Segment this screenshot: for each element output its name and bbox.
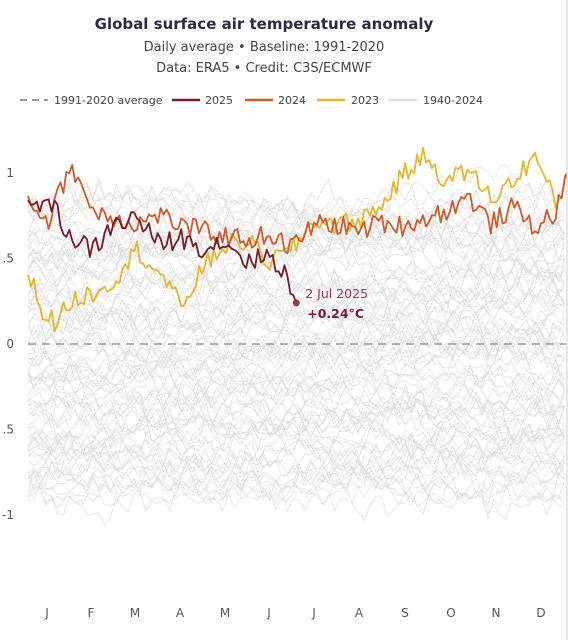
x-tick-label: F — [88, 606, 95, 620]
background-year-line — [27, 374, 565, 427]
x-tick-label: J — [44, 606, 49, 620]
background-year-line — [27, 449, 565, 502]
background-year-line — [27, 179, 565, 230]
legend-label-2024: 2024 — [278, 94, 306, 107]
background-year-line — [27, 291, 565, 335]
background-year-line — [27, 199, 565, 238]
legend-label-2025: 2025 — [205, 94, 233, 107]
background-year-line — [27, 301, 565, 345]
background-year-line — [27, 266, 565, 324]
background-year-line — [27, 465, 565, 513]
x-tick-label: A — [355, 606, 364, 620]
background-year-line — [27, 352, 565, 395]
background-year-line — [27, 426, 565, 471]
background-year-line — [27, 315, 565, 368]
x-tick-label: J — [266, 606, 271, 620]
background-year-line — [27, 398, 565, 442]
x-tick-label: A — [176, 606, 185, 620]
chart-credit: Data: ERA5 • Credit: C3S/ECMWF — [156, 61, 372, 76]
series-line-2025 — [27, 198, 298, 304]
y-axis: 1 .5 0 .5 -1 — [2, 166, 14, 522]
annotation-marker — [292, 299, 300, 307]
background-year-line — [27, 355, 565, 412]
chart-title: Global surface air temperature anomaly — [95, 15, 434, 33]
x-tick-label: M — [220, 606, 230, 620]
background-years-lines — [27, 163, 565, 527]
y-tick-label: 1 — [6, 166, 14, 180]
series-line-2023 — [27, 146, 567, 333]
annotation-value: +0.24°C — [307, 306, 364, 321]
background-year-line — [27, 318, 565, 379]
background-year-line — [27, 163, 565, 221]
series-lines — [27, 146, 567, 333]
background-year-line — [27, 424, 565, 472]
x-tick-label: N — [492, 606, 501, 620]
background-year-line — [27, 416, 565, 461]
y-tick-label: 0 — [6, 337, 14, 351]
background-year-line — [27, 263, 565, 320]
background-year-line — [27, 444, 565, 497]
y-tick-label: -1 — [2, 508, 14, 522]
legend-label-baseline: 1991-2020 average — [54, 94, 163, 107]
x-tick-label: J — [311, 606, 316, 620]
x-tick-label: M — [130, 606, 140, 620]
background-year-line — [27, 351, 565, 400]
annotation-date: 2 Jul 2025 — [305, 286, 368, 301]
background-year-line — [27, 228, 565, 282]
legend-label-2023: 2023 — [351, 94, 379, 107]
background-year-line — [27, 237, 565, 290]
background-year-line — [27, 273, 565, 315]
background-year-line — [27, 264, 565, 315]
background-year-line — [27, 463, 565, 527]
background-year-line — [27, 208, 565, 265]
background-year-line — [27, 435, 565, 483]
background-year-line — [27, 383, 565, 428]
background-year-line — [27, 410, 565, 482]
background-year-line — [27, 325, 565, 376]
y-tick-label: .5 — [3, 423, 14, 437]
legend: 1991-2020 average 2025 2024 2023 1940-20… — [20, 94, 483, 107]
background-year-line — [27, 190, 565, 241]
x-tick-label: O — [446, 606, 455, 620]
background-year-line — [27, 388, 565, 433]
y-tick-label: .5 — [3, 251, 14, 265]
background-year-line — [27, 242, 565, 291]
x-tick-label: D — [536, 606, 545, 620]
background-year-line — [27, 459, 565, 522]
x-tick-label: S — [401, 606, 409, 620]
background-year-line — [27, 420, 565, 473]
legend-label-1940-2024: 1940-2024 — [423, 94, 483, 107]
background-year-line — [27, 396, 565, 457]
background-year-line — [27, 252, 565, 289]
background-year-line — [27, 288, 565, 344]
background-year-line — [27, 203, 565, 255]
chart-subtitle: Daily average • Baseline: 1991-2020 — [144, 40, 385, 55]
background-year-line — [27, 216, 565, 273]
background-year-line — [27, 347, 565, 396]
